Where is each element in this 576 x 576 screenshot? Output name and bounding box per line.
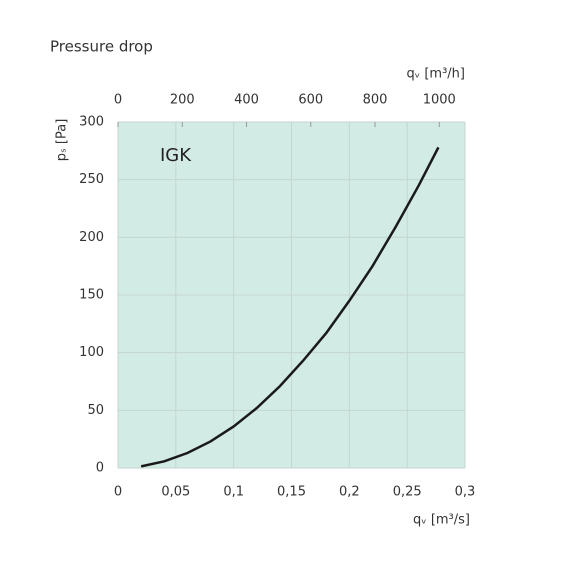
y-tick-label: 0 — [96, 461, 104, 476]
x2-tick-label: 600 — [298, 93, 323, 108]
x2-tick-label: 200 — [170, 93, 195, 108]
x-tick-label: 0,2 — [339, 485, 360, 500]
y-tick-label: 50 — [87, 403, 104, 418]
x2-axis-label: qᵥ [m³/h] — [407, 67, 465, 82]
x-tick-label: 0,15 — [277, 485, 306, 500]
y-tick-label: 150 — [79, 288, 104, 303]
x2-tick-label: 1000 — [423, 93, 456, 108]
x2-tick-label: 400 — [234, 93, 259, 108]
y-tick-label: 200 — [79, 230, 104, 245]
x-tick-label: 0,3 — [455, 485, 476, 500]
y-tick-label: 300 — [79, 115, 104, 130]
x-tick-label: 0 — [114, 485, 122, 500]
annotation: IGK — [160, 145, 192, 166]
y-axis-label: pₛ [Pa] — [55, 119, 70, 162]
chart-title: Pressure drop — [50, 38, 153, 56]
x2-tick-label: 800 — [363, 93, 388, 108]
x2-tick-label: 0 — [114, 93, 122, 108]
x-tick-label: 0,25 — [393, 485, 422, 500]
x-axis-label: qᵥ [m³/s] — [413, 513, 470, 528]
x-tick-label: 0,1 — [223, 485, 244, 500]
y-tick-label: 250 — [79, 172, 104, 187]
x-tick-label: 0,05 — [161, 485, 190, 500]
line — [140, 146, 440, 468]
y-tick-label: 100 — [79, 345, 104, 360]
